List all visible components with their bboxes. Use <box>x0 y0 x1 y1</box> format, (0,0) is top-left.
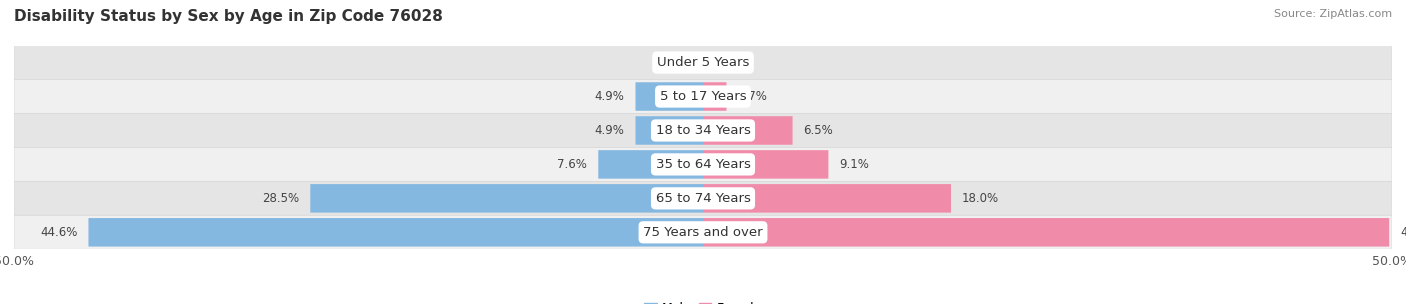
FancyBboxPatch shape <box>14 147 1392 181</box>
Text: 0.0%: 0.0% <box>714 56 744 69</box>
Text: 28.5%: 28.5% <box>262 192 299 205</box>
Text: 9.1%: 9.1% <box>839 158 869 171</box>
FancyBboxPatch shape <box>14 181 1392 215</box>
Text: 44.6%: 44.6% <box>39 226 77 239</box>
Text: 6.5%: 6.5% <box>804 124 834 137</box>
Text: 5 to 17 Years: 5 to 17 Years <box>659 90 747 103</box>
FancyBboxPatch shape <box>636 82 703 111</box>
FancyBboxPatch shape <box>599 150 703 179</box>
FancyBboxPatch shape <box>703 82 727 111</box>
FancyBboxPatch shape <box>703 218 1389 247</box>
Text: 75 Years and over: 75 Years and over <box>643 226 763 239</box>
FancyBboxPatch shape <box>89 218 703 247</box>
Text: 7.6%: 7.6% <box>557 158 588 171</box>
FancyBboxPatch shape <box>636 116 703 145</box>
Text: 1.7%: 1.7% <box>738 90 768 103</box>
Text: 49.8%: 49.8% <box>1400 226 1406 239</box>
FancyBboxPatch shape <box>14 46 1392 80</box>
FancyBboxPatch shape <box>14 80 1392 113</box>
Text: 35 to 64 Years: 35 to 64 Years <box>655 158 751 171</box>
Legend: Male, Female: Male, Female <box>640 297 766 304</box>
Text: Source: ZipAtlas.com: Source: ZipAtlas.com <box>1274 9 1392 19</box>
Text: 18 to 34 Years: 18 to 34 Years <box>655 124 751 137</box>
Text: 65 to 74 Years: 65 to 74 Years <box>655 192 751 205</box>
FancyBboxPatch shape <box>14 215 1392 249</box>
Text: 4.9%: 4.9% <box>595 124 624 137</box>
Text: 18.0%: 18.0% <box>962 192 1000 205</box>
Text: Disability Status by Sex by Age in Zip Code 76028: Disability Status by Sex by Age in Zip C… <box>14 9 443 24</box>
FancyBboxPatch shape <box>311 184 703 212</box>
FancyBboxPatch shape <box>703 150 828 179</box>
FancyBboxPatch shape <box>14 113 1392 147</box>
FancyBboxPatch shape <box>703 184 950 212</box>
FancyBboxPatch shape <box>703 116 793 145</box>
Text: Under 5 Years: Under 5 Years <box>657 56 749 69</box>
Text: 4.9%: 4.9% <box>595 90 624 103</box>
Text: 0.0%: 0.0% <box>662 56 692 69</box>
